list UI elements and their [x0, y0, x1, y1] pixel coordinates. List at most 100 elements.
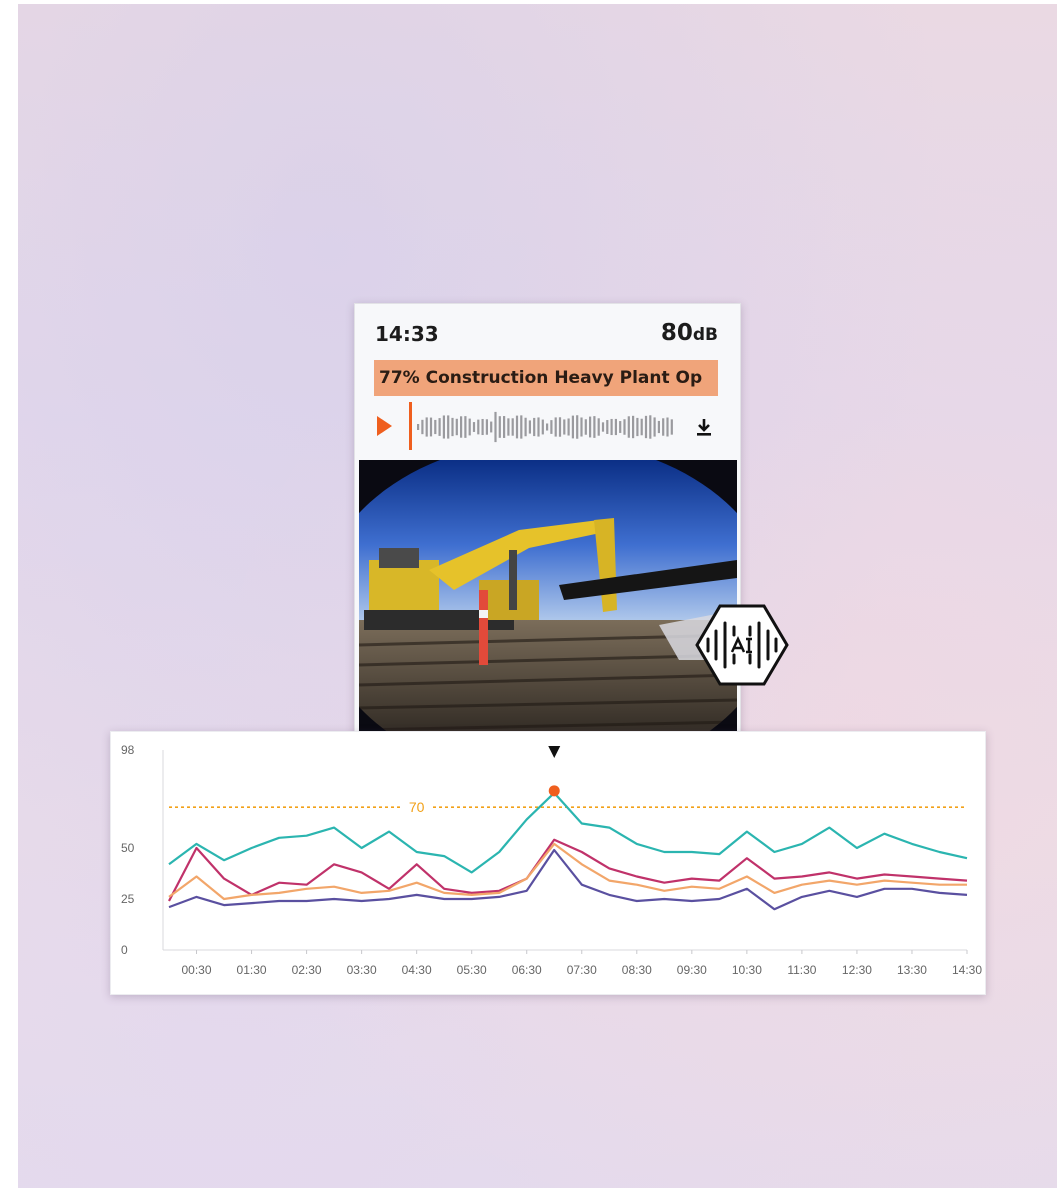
waveform-bar	[451, 417, 454, 437]
waveform-bar	[477, 419, 480, 435]
waveform-bar	[515, 415, 519, 439]
x-tick-label: 01:30	[237, 963, 267, 977]
waveform-bar	[481, 418, 484, 436]
download-icon[interactable]	[693, 416, 715, 438]
waveform-bar	[653, 417, 656, 437]
waveform-bar	[498, 416, 501, 438]
threshold-label-bg	[400, 798, 433, 817]
waveform-bar	[593, 416, 596, 438]
waveform-bar	[623, 419, 626, 435]
noise-level-value: 80	[660, 320, 693, 346]
waveform-bar	[485, 419, 488, 435]
waveform-bar	[533, 417, 536, 437]
waveform-bar	[421, 419, 424, 435]
waveform-bar	[580, 417, 583, 437]
waveform-bar	[494, 411, 497, 443]
waveform-bar	[503, 416, 506, 438]
waveform-bar	[657, 420, 660, 434]
waveform-bar	[601, 422, 605, 432]
waveform-bar	[554, 417, 557, 437]
threshold-label: 70	[409, 799, 425, 815]
waveform-bar	[507, 418, 510, 436]
waveform-bar	[558, 417, 562, 437]
waveform-bar	[614, 418, 617, 436]
classification-banner: 77% Construction Heavy Plant Op	[374, 360, 718, 396]
x-tick-label: 11:30	[787, 963, 816, 977]
waveform-bar	[571, 415, 574, 439]
waveform-bar	[666, 417, 669, 437]
ai-audio-icon[interactable]	[694, 603, 790, 687]
noise-line-chart[interactable]: 0 25 50 98 00:30 01:30 02:30 03:30 04:30 05:30 06:…	[111, 732, 985, 994]
y-tick-label: 0	[121, 943, 128, 957]
x-tick-label: 10:30	[732, 963, 762, 977]
audio-waveform[interactable]	[415, 407, 677, 447]
waveform-bar	[576, 415, 579, 439]
waveform-bar	[644, 415, 648, 439]
waveform-bar	[417, 424, 420, 430]
y-tick-label: 98	[121, 743, 135, 757]
series-line	[168, 838, 968, 902]
waveform-bar	[550, 420, 553, 434]
waveform-bar	[468, 418, 471, 436]
waveform-bar	[597, 418, 600, 436]
waveform-bar	[520, 415, 523, 439]
waveform-bar	[589, 416, 592, 438]
waveform-bar	[632, 415, 635, 439]
waveform-bar	[640, 418, 643, 436]
x-tick-label: 08:30	[622, 963, 652, 977]
x-tick-label: 09:30	[677, 963, 707, 977]
waveform-bar	[546, 423, 549, 431]
x-tick-label: 07:30	[567, 963, 597, 977]
waveform-bar	[434, 419, 437, 435]
waveform-bar	[425, 417, 428, 437]
waveform-bar	[447, 415, 450, 439]
waveform-bar	[460, 416, 463, 438]
noise-chart-panel: 0 25 50 98 00:30 01:30 02:30 03:30 04:30 05:30 06:…	[110, 731, 986, 995]
x-tick-label: 06:30	[512, 963, 542, 977]
x-tick-label: 00:30	[182, 963, 212, 977]
waveform-bar	[524, 417, 527, 437]
x-tick-label: 03:30	[347, 963, 377, 977]
waveform-bar	[537, 417, 540, 437]
x-tick-label: 12:30	[842, 963, 872, 977]
series-line	[168, 791, 968, 874]
y-tick-label: 25	[121, 892, 135, 906]
y-tick-label: 50	[121, 841, 135, 855]
play-icon[interactable]	[377, 416, 392, 436]
waveform-bar	[429, 417, 433, 437]
event-popup-card: 14:33 80dB 77% Construction Heavy Plant …	[354, 303, 741, 743]
series-line	[168, 842, 967, 901]
waveform-bar	[563, 419, 566, 435]
event-marker-dot	[548, 785, 560, 797]
x-tick-label: 14:30	[952, 963, 982, 977]
event-pointer-icon	[548, 746, 561, 758]
waveform-bar	[511, 418, 514, 436]
waveform-bar	[649, 415, 652, 439]
event-time: 14:33	[375, 322, 439, 346]
waveform-bar	[490, 421, 493, 433]
waveform-bar	[464, 416, 467, 438]
camera-snapshot-image	[359, 460, 737, 740]
waveform-bar	[438, 418, 441, 436]
series-line	[168, 848, 968, 911]
waveform-bar	[636, 417, 639, 437]
waveform-bar	[610, 418, 613, 436]
waveform-bar	[567, 418, 570, 436]
waveform-bar	[670, 419, 673, 435]
waveform-bar	[541, 419, 544, 435]
noise-level: 80dB	[661, 320, 718, 346]
x-tick-label: 13:30	[897, 963, 927, 977]
audio-playhead[interactable]	[409, 402, 412, 450]
waveform-bar	[472, 422, 476, 432]
x-tick-label: 05:30	[457, 963, 487, 977]
x-tick-label: 02:30	[292, 963, 322, 977]
waveform-bar	[528, 420, 531, 434]
waveform-bar	[584, 419, 587, 435]
waveform-bar	[442, 415, 445, 439]
waveform-bar	[606, 420, 609, 434]
waveform-bar	[627, 416, 630, 438]
waveform-bar	[662, 418, 665, 436]
x-tick-label: 04:30	[402, 963, 432, 977]
waveform-bar	[619, 421, 622, 433]
noise-level-unit: dB	[692, 325, 718, 345]
